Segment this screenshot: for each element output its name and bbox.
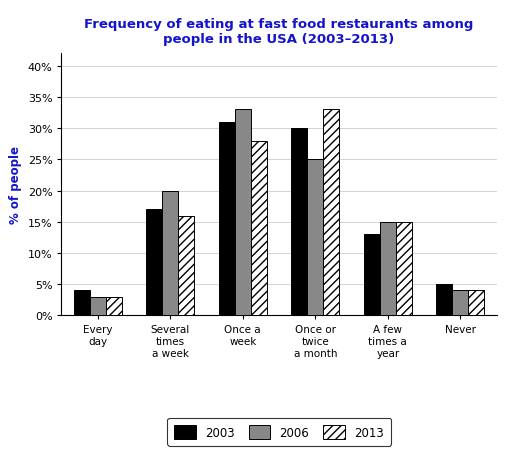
Bar — [396, 222, 412, 316]
Bar — [105, 297, 122, 316]
Title: Frequency of eating at fast food restaurants among
people in the USA (2003–2013): Frequency of eating at fast food restaur… — [84, 18, 474, 46]
Legend: 2003, 2006, 2013: 2003, 2006, 2013 — [167, 418, 391, 446]
Bar — [307, 160, 323, 316]
Bar — [178, 216, 194, 316]
Bar — [323, 110, 339, 316]
Y-axis label: % of people: % of people — [9, 146, 22, 224]
Bar — [468, 291, 484, 316]
Bar — [162, 191, 178, 316]
Bar — [146, 210, 162, 316]
Bar — [436, 285, 453, 316]
Bar — [90, 297, 105, 316]
Bar — [453, 291, 468, 316]
Bar — [251, 141, 267, 316]
Bar — [235, 110, 251, 316]
Bar — [380, 222, 396, 316]
Bar — [291, 129, 307, 316]
Bar — [74, 291, 90, 316]
Bar — [219, 123, 235, 316]
Bar — [364, 235, 380, 316]
